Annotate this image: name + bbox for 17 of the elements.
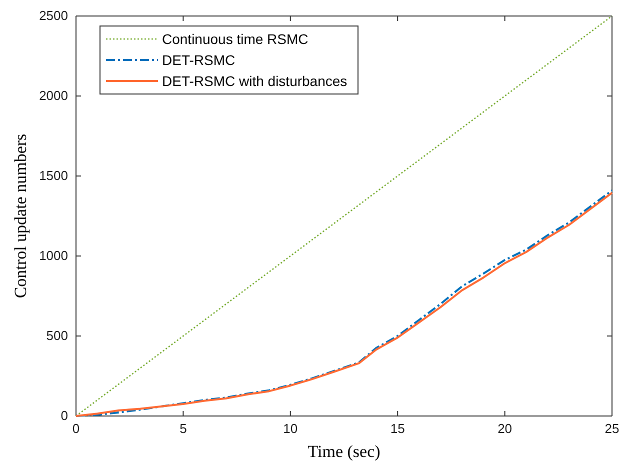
y-tick-label: 1000 [39,248,68,264]
y-axis-title: Control update numbers [11,134,30,298]
x-axis-title: Time (sec) [308,442,380,461]
x-tick-label: 25 [604,421,620,436]
x-tick-label: 15 [390,421,405,436]
y-tick-label: 0 [60,408,68,424]
legend-label: DET-RSMC [162,52,236,68]
y-tick-label: 2500 [39,8,68,24]
x-tick-label: 10 [283,421,298,436]
x-tick-label: 5 [180,421,187,436]
legend-label: DET-RSMC with disturbances [162,73,348,89]
legend-label: Continuous time RSMC [162,31,308,47]
y-tick-label: 1500 [39,168,68,184]
y-tick-label: 2000 [39,88,68,104]
x-tick-label: 20 [498,421,512,436]
x-tick-label: 0 [72,421,80,436]
y-tick-label: 500 [46,328,68,344]
